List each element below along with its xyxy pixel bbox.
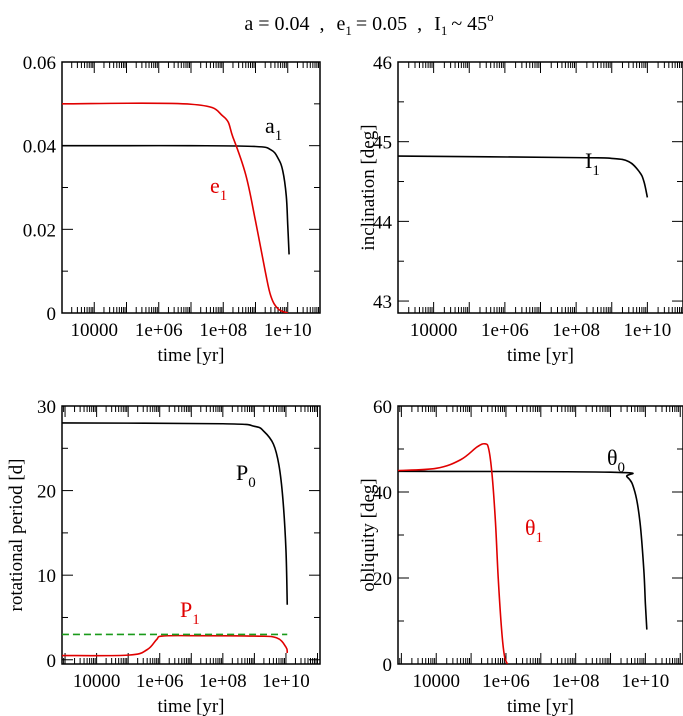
y-tick-label: 0.04 <box>23 137 57 158</box>
series-line-P0-0 <box>62 422 289 605</box>
x-tick-label: 1e+06 <box>481 320 529 341</box>
series-label-main: θ <box>525 515 536 540</box>
y-axis-label: obliquity [deg] <box>358 478 379 591</box>
y-tick-label: 0.02 <box>23 220 56 241</box>
series-label-P1: P1 <box>180 597 200 628</box>
series-label-main: I <box>585 148 592 173</box>
y-tick-label: 20 <box>37 482 56 503</box>
y-tick-label: 10 <box>37 566 56 587</box>
x-tick-label: 10000 <box>410 320 458 341</box>
y-tick-label: 44 <box>373 212 393 233</box>
title-i-value: ~ 45 <box>451 13 487 35</box>
plot-frame <box>61 61 321 314</box>
series-label-sub: 1 <box>192 612 200 628</box>
series-label-main: P <box>236 460 248 485</box>
y-tick-label: 46 <box>373 53 392 74</box>
x-tick-label: 10000 <box>73 671 121 692</box>
x-tick-label: 1e+08 <box>552 320 600 341</box>
x-tick-label: 1e+08 <box>552 671 600 692</box>
series-label-main: e <box>210 173 220 198</box>
figure-title: a = 0.04, e1 = 0.05, I1 ~ 45o <box>244 9 493 38</box>
x-tick-label: 10000 <box>71 320 119 341</box>
title-i: I <box>434 13 441 35</box>
y-tick-label: 45 <box>373 133 392 154</box>
x-tick-label: 1e+08 <box>199 671 247 692</box>
series-label-sub: 1 <box>536 530 544 546</box>
y-tick-label: 0 <box>47 651 57 672</box>
series-line-e1-1 <box>62 102 289 313</box>
x-axis-label: time [yr] <box>157 345 224 366</box>
x-axis-label: time [yr] <box>507 696 574 716</box>
title-i-sub: 1 <box>441 23 448 38</box>
title-sep-2: , <box>417 13 422 35</box>
x-tick-label: 1e+06 <box>135 320 183 341</box>
series-label-P0: P0 <box>236 460 256 491</box>
series-label-main: a <box>265 113 275 138</box>
chart-panel-obliquity: 10000 1e+06 1e+08 1e+10 0 20 40 60 time [yr] obli… <box>358 397 683 716</box>
x-tick-label: 10000 <box>412 671 460 692</box>
x-tick-label: 1e+10 <box>622 671 670 692</box>
y-tick-label: 0 <box>47 304 57 325</box>
y-axis-label: rotational period [d] <box>6 458 27 611</box>
title-a: a = 0.04 <box>244 13 309 35</box>
x-tick-label: 1e+06 <box>482 671 530 692</box>
series-label-main: θ <box>607 445 618 470</box>
plot-frame <box>397 61 683 314</box>
series-line-P1-1 <box>62 634 289 657</box>
series-label-a1: a1 <box>265 113 282 144</box>
series-line-I1-0 <box>398 155 649 198</box>
x-tick-label: 1e+06 <box>136 671 184 692</box>
y-axis-label: inclination [deg] <box>358 124 379 250</box>
x-axis-label: time [yr] <box>157 696 224 716</box>
series-label-θ1: θ1 <box>525 515 543 546</box>
title-e: e <box>336 13 345 35</box>
y-tick-label: 30 <box>37 397 56 418</box>
series-line-θ0-0 <box>398 470 648 630</box>
title-sep-1: , <box>319 13 324 35</box>
plot-frame <box>61 405 321 665</box>
series-label-sub: 1 <box>275 128 283 144</box>
series-line-a1-0 <box>62 144 290 255</box>
series-label-θ0: θ0 <box>607 445 625 476</box>
y-tick-label: 20 <box>373 569 392 590</box>
y-tick-label: 60 <box>373 397 392 418</box>
title-e-value: = 0.05 <box>356 13 407 35</box>
series-label-e1: e1 <box>210 173 227 204</box>
x-axis-label: time [yr] <box>507 345 574 366</box>
series-label-sub: 0 <box>618 460 626 476</box>
series-line-θ1-1 <box>398 442 509 664</box>
series-label-main: P <box>180 597 192 622</box>
x-tick-label: 1e+10 <box>264 320 312 341</box>
y-tick-label: 40 <box>373 483 392 504</box>
series-label-sub: 1 <box>220 188 228 204</box>
series-label-I1: I1 <box>585 148 600 179</box>
x-tick-label: 1e+10 <box>624 320 672 341</box>
y-tick-label: 43 <box>373 292 392 313</box>
title-e-sub: 1 <box>345 23 352 38</box>
x-tick-label: 1e+08 <box>199 320 247 341</box>
y-tick-label: 0.06 <box>23 53 56 74</box>
x-tick-label: 1e+10 <box>262 671 310 692</box>
y-tick-label: 0 <box>383 655 393 676</box>
series-label-sub: 0 <box>248 475 256 491</box>
chart-panel-semi-major-axis-eccentricity: 10000 1e+06 1e+08 1e+10 0 0.02 0.04 0.06 time [y… <box>23 53 321 366</box>
series-label-sub: 1 <box>592 163 600 179</box>
chart-panel-inclination: 10000 1e+06 1e+08 1e+10 43 44 45 46 time [yr] inc… <box>358 53 683 366</box>
title-i-sup: o <box>487 9 494 24</box>
